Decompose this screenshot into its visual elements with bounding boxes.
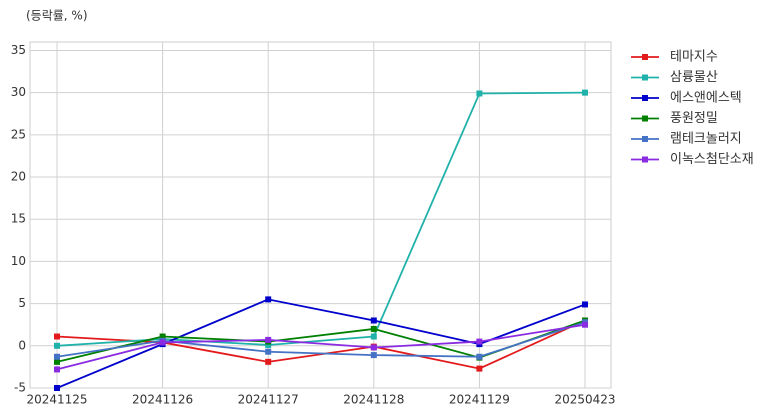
legend-label: 에스앤에스텍 [670,91,742,106]
legend-label: 테마지수 [670,50,718,65]
legend-marker [642,74,648,81]
marker [370,317,377,324]
legend-marker [642,156,648,163]
x-tick-label: 20241127 [238,393,299,407]
y-axis-label: (등락률, %) [26,9,88,23]
line [56,298,586,389]
x-tick-label: 20241129 [449,393,510,407]
y-tick-label: 10 [11,254,26,268]
x-tick-label: 20250423 [554,393,615,407]
legend-label: 삼륭물산 [670,70,718,85]
y-tick-label: 15 [11,212,26,226]
legend-label: 풍원정밀 [670,111,718,126]
line [56,321,586,358]
marker [582,301,588,308]
legend-marker [642,136,648,142]
marker [159,333,166,340]
legend-marker [642,95,648,101]
marker [265,348,272,355]
marker [54,385,60,391]
marker [476,353,483,360]
marker [159,339,166,346]
marker [54,342,60,349]
y-tick-label: 0 [18,338,26,352]
marker [476,338,483,345]
marker [54,353,60,360]
marker [476,90,483,97]
x-tick-label: 20241126 [132,393,193,407]
y-tick-label: 30 [11,85,26,99]
legend-label: 램테크놀러지 [670,132,742,147]
y-tick-label: -5 [14,381,26,395]
marker [265,341,272,348]
marker [265,358,272,365]
y-tick-label: 5 [18,296,26,310]
y-tick-label: 25 [11,127,26,141]
marker [265,336,272,343]
marker [582,89,588,96]
marker [370,325,377,332]
legend-marker [642,54,648,60]
marker [54,333,60,340]
x-tick-label: 20241125 [26,393,87,407]
marker [54,358,60,365]
marker [370,333,377,340]
marker [476,365,483,372]
marker [54,366,60,373]
x-tick-label: 20241128 [343,393,404,407]
marker [265,296,272,303]
line [56,323,586,371]
marker [370,352,377,359]
y-tick-label: 35 [11,43,26,57]
marker [370,344,377,351]
legend-marker [642,115,648,122]
legend-label: 이녹스첨단소재 [670,152,754,167]
marker [582,321,588,328]
y-tick-label: 20 [11,170,26,184]
